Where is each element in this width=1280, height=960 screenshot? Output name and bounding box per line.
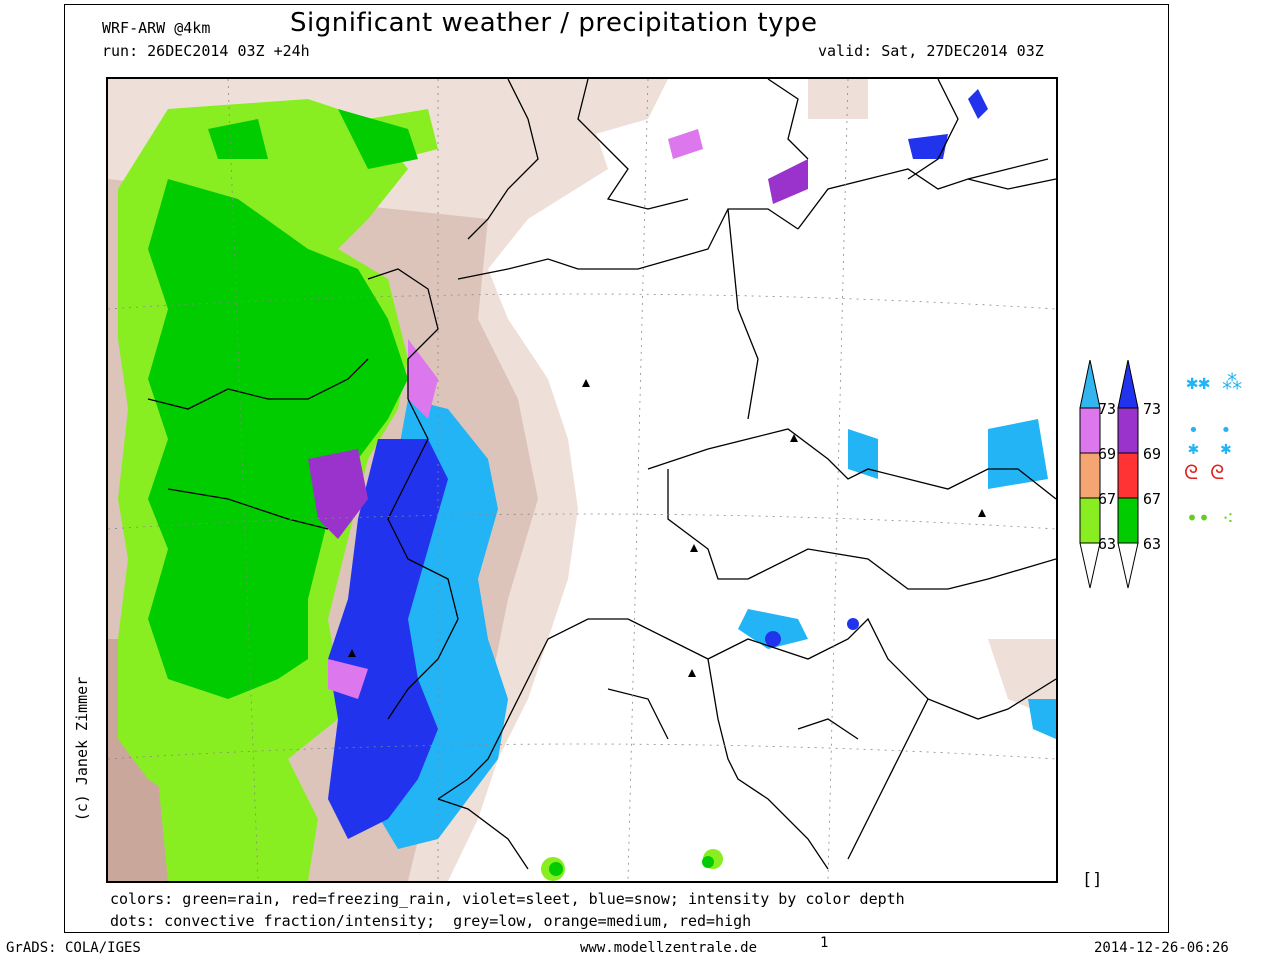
cb-left-label-67: 67: [1098, 490, 1117, 508]
cb-left-label-63: 63: [1098, 535, 1117, 553]
snow-showers-icon: ✱✱ ⁂: [1186, 370, 1243, 394]
cb-right-label-63: 63: [1143, 535, 1162, 553]
legend-colors: colors: green=rain, red=freezing_rain, v…: [110, 890, 905, 908]
rain-heavy-layer: [148, 109, 714, 876]
run-label: run: 26DEC2014 03Z +24h: [102, 42, 310, 60]
city-markers: [348, 379, 986, 677]
colorbars: [1079, 360, 1139, 589]
country-borders: [147, 79, 1056, 870]
bracket-marker: []: [1082, 870, 1103, 890]
colorbar-right: [1117, 360, 1139, 589]
sleet-layer: [308, 129, 808, 699]
colorbar-left: [1079, 360, 1101, 589]
cb-left-label-69: 69: [1098, 445, 1117, 463]
rain-icon: •• ⁖: [1186, 506, 1234, 530]
snow-heavy-layer: [328, 89, 988, 839]
map-svg: [108, 79, 1056, 881]
page-title: Significant weather / precipitation type: [290, 8, 818, 38]
cb-right-label-73: 73: [1143, 400, 1162, 418]
footer-timestamp: 2014-12-26-06:26: [1094, 940, 1229, 956]
model-label: WRF-ARW @4km: [102, 19, 211, 37]
graticule: [108, 79, 1056, 881]
cb-right-label-69: 69: [1143, 445, 1162, 463]
page-number: 1: [820, 935, 829, 951]
chart-frame: [64, 4, 1169, 933]
legend-dots: dots: convective fraction/intensity; gre…: [110, 912, 752, 930]
light-snow-icon: • • ✱ ✱: [1188, 420, 1232, 459]
valid-label: valid: Sat, 27DEC2014 03Z: [818, 42, 1044, 60]
footer-software: GrADS: COLA/IGES: [6, 940, 141, 956]
snow-light-layer: [348, 399, 1056, 849]
credit-label: (c) Janek Zimmer: [73, 676, 91, 822]
precipitation-map: [106, 77, 1058, 883]
cb-right-label-67: 67: [1143, 490, 1162, 508]
cb-left-label-73: 73: [1098, 400, 1117, 418]
footer-website: www.modellzentrale.de: [580, 940, 758, 956]
freezing-rain-icon: ᘓ ᘓ: [1184, 460, 1225, 484]
